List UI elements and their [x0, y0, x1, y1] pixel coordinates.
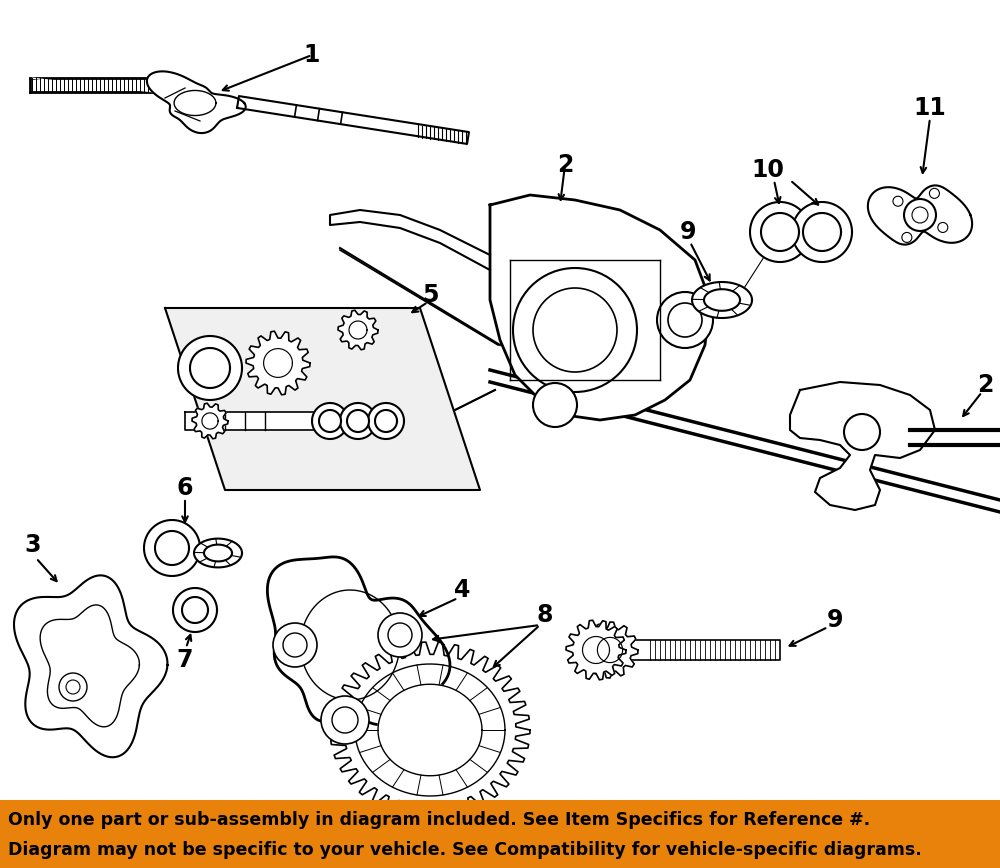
Polygon shape — [490, 195, 710, 420]
Polygon shape — [338, 310, 378, 350]
Circle shape — [904, 199, 936, 231]
Text: 3: 3 — [25, 533, 41, 557]
Circle shape — [378, 613, 422, 657]
Polygon shape — [192, 404, 228, 439]
Circle shape — [321, 696, 369, 744]
Polygon shape — [194, 539, 242, 568]
Circle shape — [893, 196, 903, 207]
Circle shape — [66, 680, 80, 694]
Polygon shape — [340, 403, 376, 439]
Polygon shape — [185, 412, 380, 430]
Circle shape — [938, 222, 948, 233]
Circle shape — [533, 383, 577, 427]
Polygon shape — [790, 382, 935, 510]
Polygon shape — [237, 96, 469, 144]
Circle shape — [912, 207, 928, 223]
Polygon shape — [178, 336, 242, 400]
Polygon shape — [347, 410, 369, 432]
Polygon shape — [566, 621, 626, 680]
Polygon shape — [267, 557, 450, 725]
Polygon shape — [704, 289, 740, 311]
Circle shape — [902, 233, 912, 242]
Text: 9: 9 — [827, 608, 843, 632]
Text: 6: 6 — [177, 476, 193, 500]
Polygon shape — [792, 202, 852, 262]
Text: 4: 4 — [454, 578, 470, 602]
Polygon shape — [246, 332, 310, 395]
Text: 2: 2 — [977, 373, 993, 397]
Polygon shape — [375, 410, 397, 432]
Text: 9: 9 — [680, 220, 696, 244]
Polygon shape — [750, 202, 810, 262]
Polygon shape — [761, 213, 799, 251]
Polygon shape — [319, 410, 341, 432]
Circle shape — [388, 623, 412, 647]
Circle shape — [668, 303, 702, 337]
Polygon shape — [803, 213, 841, 251]
Circle shape — [273, 623, 317, 667]
Text: 8: 8 — [537, 603, 553, 627]
Polygon shape — [312, 403, 348, 439]
Text: 1: 1 — [304, 43, 320, 67]
Text: 10: 10 — [752, 158, 784, 182]
Text: 7: 7 — [177, 648, 193, 672]
Polygon shape — [582, 622, 638, 678]
Circle shape — [332, 707, 358, 733]
Bar — [0, 800, 1000, 868]
Polygon shape — [14, 575, 167, 757]
Polygon shape — [182, 597, 208, 623]
Polygon shape — [378, 684, 482, 776]
Polygon shape — [147, 71, 246, 133]
Circle shape — [59, 673, 87, 701]
Text: Only one part or sub-assembly in diagram included. See Item Specifics for Refere: Only one part or sub-assembly in diagram… — [8, 811, 870, 829]
Circle shape — [283, 633, 307, 657]
Text: Diagram may not be specific to your vehicle. See Compatibility for vehicle-speci: Diagram may not be specific to your vehi… — [8, 841, 922, 859]
Text: 5: 5 — [422, 283, 438, 307]
Polygon shape — [330, 642, 530, 818]
Polygon shape — [330, 210, 490, 270]
Circle shape — [844, 414, 880, 450]
Text: 2: 2 — [557, 153, 573, 177]
Polygon shape — [692, 282, 752, 318]
Polygon shape — [190, 348, 230, 388]
Circle shape — [929, 188, 939, 199]
Polygon shape — [155, 531, 189, 565]
Text: 11: 11 — [914, 96, 946, 120]
Polygon shape — [595, 640, 780, 660]
Polygon shape — [165, 308, 480, 490]
Polygon shape — [204, 544, 232, 562]
Polygon shape — [868, 186, 972, 245]
Polygon shape — [368, 403, 404, 439]
Circle shape — [657, 292, 713, 348]
Polygon shape — [144, 520, 200, 576]
Polygon shape — [173, 588, 217, 632]
